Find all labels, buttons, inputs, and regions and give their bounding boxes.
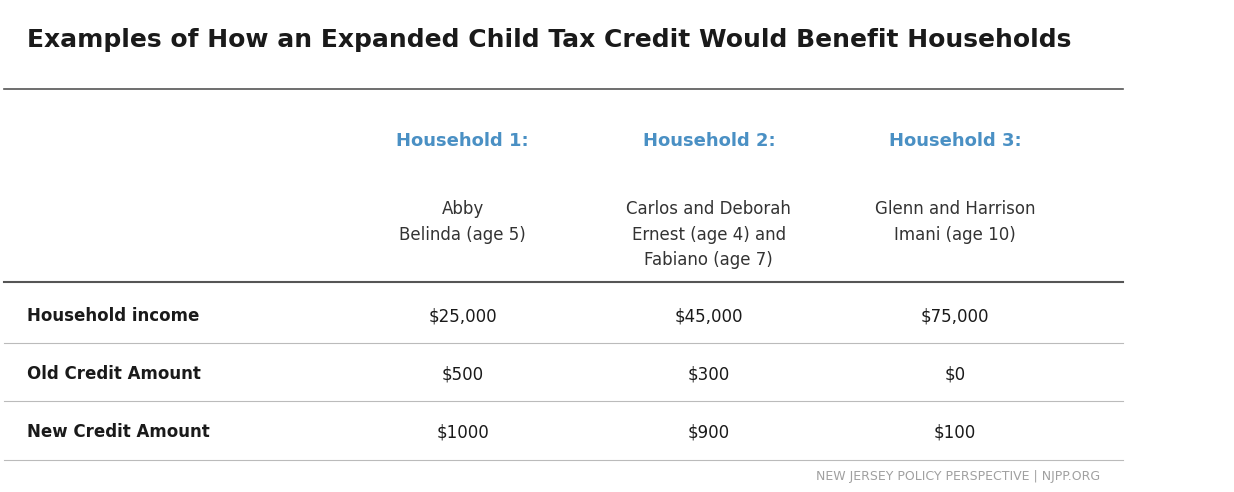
Text: $45,000: $45,000 — [675, 307, 743, 325]
Text: Household 1:: Household 1: — [396, 132, 529, 151]
Text: $100: $100 — [934, 423, 976, 441]
Text: Household 2:: Household 2: — [643, 132, 775, 151]
Text: Carlos and Deborah
Ernest (age 4) and
Fabiano (age 7): Carlos and Deborah Ernest (age 4) and Fa… — [627, 200, 791, 270]
Text: $900: $900 — [687, 423, 729, 441]
Text: Old Credit Amount: Old Credit Amount — [27, 365, 200, 383]
Text: $0: $0 — [944, 365, 965, 383]
Text: $1000: $1000 — [437, 423, 489, 441]
Text: $75,000: $75,000 — [921, 307, 990, 325]
Text: Examples of How an Expanded Child Tax Credit Would Benefit Households: Examples of How an Expanded Child Tax Cr… — [27, 29, 1071, 52]
Text: $500: $500 — [442, 365, 484, 383]
Text: New Credit Amount: New Credit Amount — [27, 423, 210, 441]
Text: Glenn and Harrison
Imani (age 10): Glenn and Harrison Imani (age 10) — [875, 200, 1035, 244]
Text: $25,000: $25,000 — [428, 307, 497, 325]
Text: Household 3:: Household 3: — [888, 132, 1022, 151]
Text: $300: $300 — [687, 365, 731, 383]
Text: Household income: Household income — [27, 307, 199, 325]
Text: Abby
Belinda (age 5): Abby Belinda (age 5) — [400, 200, 526, 244]
Text: NEW JERSEY POLICY PERSPECTIVE | NJPP.ORG: NEW JERSEY POLICY PERSPECTIVE | NJPP.ORG — [816, 470, 1101, 483]
